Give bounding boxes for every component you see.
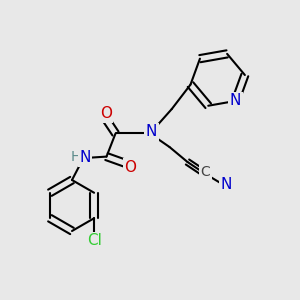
Text: O: O (124, 160, 136, 175)
Text: H: H (71, 150, 81, 164)
Text: N: N (79, 150, 91, 165)
Text: C: C (201, 166, 210, 179)
Text: O: O (100, 106, 112, 122)
Text: N: N (230, 94, 241, 109)
Text: N: N (220, 177, 232, 192)
Text: N: N (146, 124, 157, 140)
Text: Cl: Cl (87, 233, 101, 248)
